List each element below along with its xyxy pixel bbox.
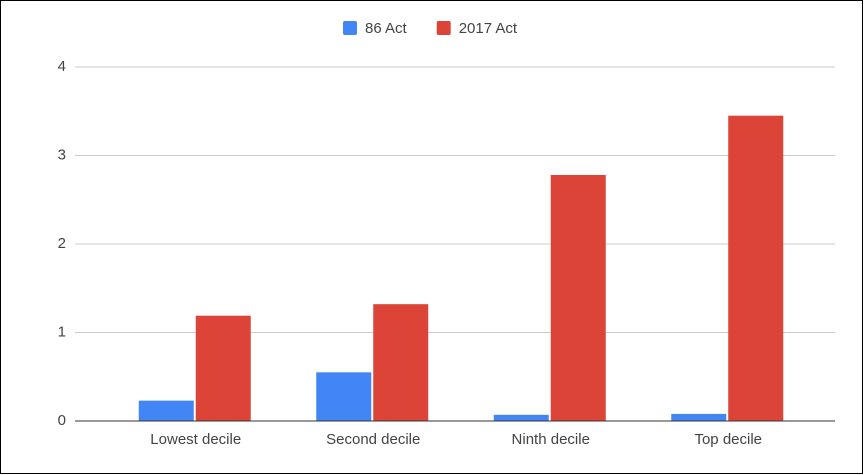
bar [728, 115, 784, 422]
bar [195, 315, 251, 421]
y-tick-label: 0 [58, 412, 66, 429]
x-tick-label: Top decile [694, 431, 762, 448]
x-tick-label: Second decile [326, 431, 420, 448]
legend-label: 2017 Act [459, 20, 518, 37]
bar [316, 372, 372, 421]
y-tick-label: 2 [58, 235, 66, 252]
legend-label: 86 Act [365, 20, 408, 37]
y-tick-label: 3 [58, 146, 66, 163]
bar [671, 413, 727, 421]
bar [550, 174, 606, 421]
y-tick-label: 4 [58, 58, 66, 75]
y-tick-label: 1 [58, 323, 66, 340]
x-tick-label: Ninth decile [512, 431, 590, 448]
bar [493, 414, 549, 421]
x-tick-label: Lowest decile [150, 431, 241, 448]
legend-swatch [436, 21, 451, 35]
bar [373, 304, 429, 421]
bar [138, 400, 194, 421]
legend-swatch [343, 21, 357, 35]
